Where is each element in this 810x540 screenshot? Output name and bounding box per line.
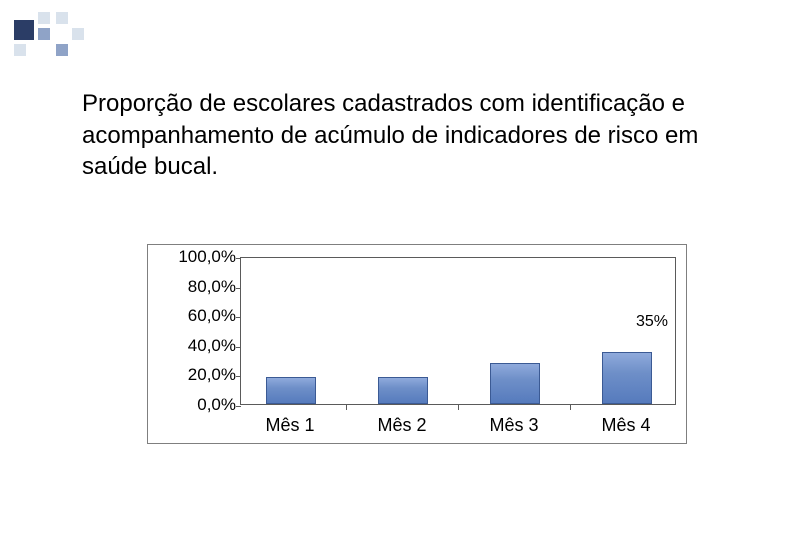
deco-square (56, 44, 68, 56)
x-tick-label: Mês 4 (601, 415, 650, 436)
x-tick-mark (346, 405, 347, 410)
deco-square (38, 12, 50, 24)
y-tick-label: 80,0% (188, 277, 236, 297)
bar (266, 377, 316, 404)
y-tick-mark (236, 288, 241, 289)
y-tick-label: 0,0% (197, 395, 236, 415)
y-tick-label: 100,0% (178, 247, 236, 267)
x-tick-mark (458, 405, 459, 410)
deco-square (38, 28, 50, 40)
x-tick-label: Mês 2 (377, 415, 426, 436)
slide-bullet-decoration (14, 12, 114, 62)
deco-square (56, 12, 68, 24)
x-tick-mark (570, 405, 571, 410)
deco-square (72, 28, 84, 40)
bar (602, 352, 652, 404)
plot-area (240, 257, 676, 405)
y-tick-label: 20,0% (188, 365, 236, 385)
bar-annotation: 35% (636, 313, 668, 331)
deco-square (14, 44, 26, 56)
y-tick-mark (236, 376, 241, 377)
y-axis: 0,0%20,0%40,0%60,0%80,0%100,0% (148, 257, 238, 405)
y-tick-label: 60,0% (188, 306, 236, 326)
bar-chart: 0,0%20,0%40,0%60,0%80,0%100,0% Mês 1Mês … (147, 244, 687, 444)
y-tick-mark (236, 317, 241, 318)
x-axis: Mês 1 Mês 2 Mês 3 Mês 4 (240, 405, 676, 441)
y-tick-label: 40,0% (188, 336, 236, 356)
deco-square (14, 20, 34, 40)
slide-title: Proporção de escolares cadastrados com i… (82, 88, 722, 183)
x-tick-label: Mês 1 (265, 415, 314, 436)
y-tick-mark (236, 347, 241, 348)
y-tick-mark (236, 258, 241, 259)
bar (490, 363, 540, 404)
bar (378, 377, 428, 404)
x-tick-label: Mês 3 (489, 415, 538, 436)
